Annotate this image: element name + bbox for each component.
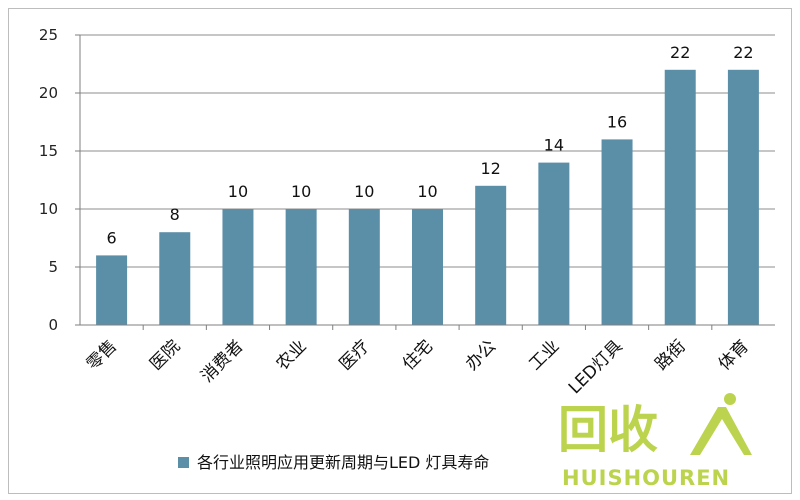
- bar: [727, 69, 759, 325]
- legend-label: 各行业照明应用更新周期与LED 灯具寿命: [197, 453, 489, 472]
- data-labels: 6 8 10 10 10 10 12 14 16 22 22: [106, 43, 753, 248]
- x-tick-label: 医疗: [336, 336, 374, 374]
- bar: [664, 69, 696, 325]
- x-tick-label: 农业: [272, 336, 310, 374]
- x-tick-label: 体育: [715, 336, 753, 374]
- x-tick-label: LED灯具: [565, 336, 627, 398]
- x-tick-label: 路街: [652, 336, 690, 374]
- data-label: 22: [733, 43, 753, 62]
- data-label: 16: [607, 112, 627, 131]
- x-tick-labels: 零售 医院 消费者 农业 医疗 住宅 办公 工业 LED灯具 路街 体育: [83, 336, 753, 398]
- data-label: 6: [106, 228, 116, 247]
- data-label: 10: [354, 182, 374, 201]
- x-tick-label: 住宅: [399, 336, 437, 374]
- y-tick-label: 0: [48, 316, 58, 334]
- data-label: 12: [481, 159, 501, 178]
- y-tick-label: 15: [39, 142, 58, 160]
- x-tick-label: 办公: [462, 336, 500, 374]
- data-label: 10: [291, 182, 311, 201]
- y-tick-label: 5: [48, 258, 58, 276]
- chart-frame: [8, 8, 792, 494]
- x-tick-label: 零售: [83, 336, 121, 374]
- bars: [96, 69, 759, 325]
- data-label: 8: [170, 205, 180, 224]
- data-label: 10: [228, 182, 248, 201]
- bar: [412, 209, 443, 325]
- y-tick-label: 10: [39, 200, 58, 218]
- legend: 各行业照明应用更新周期与LED 灯具寿命: [178, 453, 489, 472]
- y-tick-label: 25: [39, 26, 58, 44]
- data-label: 14: [544, 136, 564, 155]
- bar: [348, 209, 380, 325]
- x-tick-label: 消费者: [197, 336, 247, 386]
- axes: [79, 35, 775, 326]
- x-tick-label: 医院: [146, 336, 184, 374]
- y-tick-labels: 0 5 10 15 20 25: [39, 26, 58, 334]
- legend-swatch: [178, 457, 189, 468]
- data-label: 22: [670, 43, 690, 62]
- bar: [96, 255, 128, 325]
- bar: [475, 185, 507, 325]
- bar: [159, 232, 191, 325]
- bar: [285, 209, 317, 325]
- y-tick-label: 20: [39, 84, 58, 102]
- gridlines: [75, 34, 775, 330]
- bar: [538, 162, 570, 325]
- x-tick-label: 工业: [525, 336, 563, 374]
- data-label: 10: [417, 182, 437, 201]
- bar: [222, 209, 254, 325]
- bar: [601, 139, 633, 325]
